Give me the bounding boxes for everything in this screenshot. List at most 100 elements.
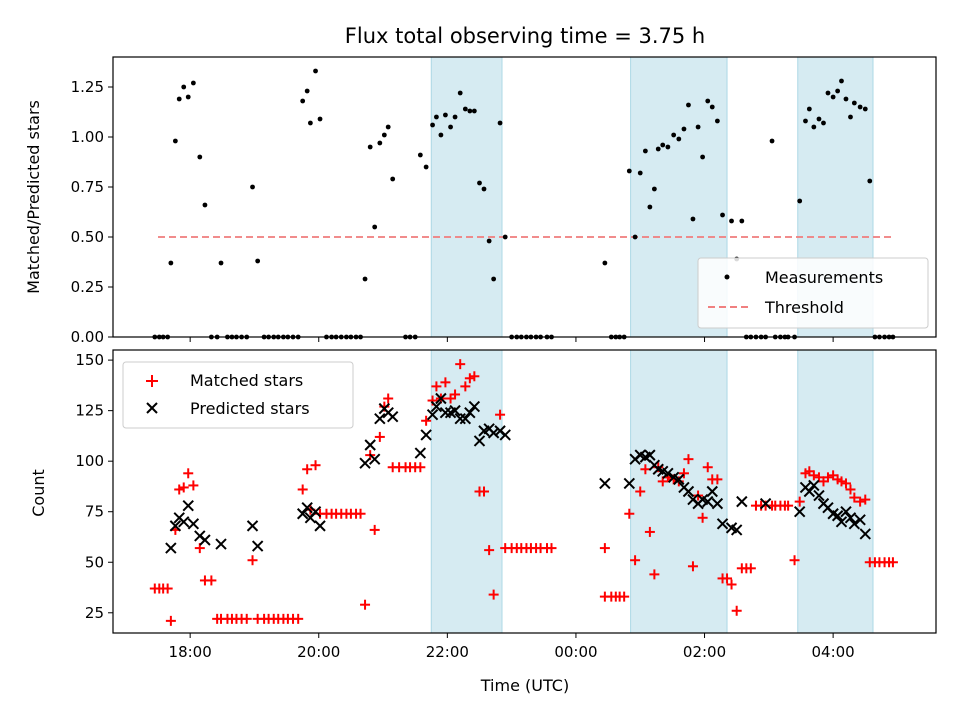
shaded-intervals-bottom — [430, 349, 874, 634]
measurement-point — [843, 96, 849, 102]
measurement-point — [372, 224, 378, 230]
matched-star-point — [469, 371, 480, 382]
measurement-point — [377, 140, 383, 146]
matched-star-point — [822, 472, 833, 483]
x-tick-label: 02:00 — [683, 643, 726, 661]
matched-star-point — [188, 480, 199, 491]
measurement-point — [300, 98, 306, 104]
matched-star-point — [495, 409, 506, 420]
measurement-point — [851, 100, 857, 106]
measurement-point — [637, 170, 643, 176]
matched-star-point — [302, 464, 313, 475]
matched-star-point — [297, 484, 308, 495]
measurement-point — [714, 118, 720, 124]
matched-star-point — [697, 512, 708, 523]
predicted-star-point — [854, 514, 866, 526]
measurement-point — [709, 104, 715, 110]
predicted-star-point — [716, 518, 729, 530]
measurement-point — [255, 258, 261, 264]
predicted-star-point — [468, 400, 481, 413]
matched-star-point — [310, 460, 321, 471]
measurement-point — [626, 168, 632, 174]
top-y-axis: 0.00 0.25 0.50 0.75 1.00 1.25 — [71, 78, 113, 346]
measurement-point — [681, 126, 687, 132]
measurement-point — [172, 138, 178, 144]
y-tick-label: 0.75 — [71, 178, 104, 196]
top-legend: Measurements Threshold — [697, 257, 929, 329]
matched-star-point — [488, 589, 499, 600]
measurement-point — [197, 154, 203, 160]
matched-star-point — [745, 563, 756, 574]
measurement-point — [676, 136, 682, 142]
y-tick-label: 0.50 — [71, 228, 104, 246]
observing-interval — [430, 349, 503, 634]
predicted-star-point — [449, 404, 461, 417]
measurement-point — [660, 142, 666, 148]
measurement-point — [497, 120, 503, 126]
matched-star-point — [421, 415, 432, 426]
legend-predicted-label: Predicted stars — [190, 399, 310, 418]
matched-star-point — [464, 373, 475, 384]
predicted-star-point — [487, 427, 500, 439]
predicted-star-point — [711, 497, 724, 510]
measurement-point — [690, 216, 696, 222]
predicted-star-point — [215, 538, 227, 550]
predicted-star-point — [736, 495, 748, 508]
measurement-point — [462, 106, 468, 112]
matched-star-point — [450, 389, 461, 400]
matched-star-point — [649, 569, 660, 580]
predicted-star-point — [178, 516, 190, 528]
measurement-point — [452, 114, 458, 120]
measurement-point — [385, 124, 391, 130]
predicted-star-point — [182, 499, 194, 512]
measurement-point — [686, 102, 691, 108]
predicted-star-point — [793, 506, 806, 518]
matched-star-point — [174, 484, 185, 495]
y-tick-label: 25 — [85, 604, 104, 622]
measurement-point — [181, 84, 187, 90]
measurement-point — [602, 260, 608, 266]
measurement-point — [839, 78, 844, 84]
measurement-point — [671, 132, 677, 138]
matched-star-point — [546, 543, 557, 554]
matched-star-point — [241, 613, 252, 624]
matched-star-point — [702, 462, 713, 473]
measurement-point — [806, 106, 812, 112]
predicted-star-point — [251, 540, 264, 552]
matched-star-point — [484, 545, 495, 556]
matched-star-point — [860, 494, 871, 505]
predicted-star-point — [702, 495, 714, 508]
predicted-star-point — [644, 449, 656, 461]
measurement-point — [250, 184, 255, 190]
measurement-point — [486, 238, 492, 244]
measurement-point — [647, 204, 653, 210]
measurement-point — [423, 164, 429, 170]
matched-star-point — [794, 496, 805, 507]
y-tick-label: 1.25 — [71, 78, 104, 96]
predicted-star-point — [439, 406, 452, 419]
measurement-point — [313, 68, 318, 74]
predicted-star-point — [803, 485, 816, 498]
observing-interval — [430, 56, 503, 338]
matched-star-point — [360, 599, 371, 610]
predicted-star-point — [386, 411, 399, 423]
measurement-point — [655, 146, 661, 152]
measurement-point — [700, 154, 706, 160]
matched-star-point — [836, 476, 847, 487]
measurement-point — [438, 132, 444, 138]
predicted-star-point — [364, 439, 376, 451]
matched-star-point — [687, 561, 698, 572]
measurement-point — [467, 108, 473, 114]
matched-star-point — [355, 508, 366, 519]
top-y-axis-label: Matched/Predicted stars — [24, 100, 43, 294]
matched-star-point — [783, 500, 794, 511]
predicted-star-point — [296, 508, 309, 520]
bottom-axes-frame — [112, 349, 937, 634]
measurement-point — [803, 118, 808, 124]
matched-star-point — [619, 591, 630, 602]
bottom-y-axis-label: Count — [29, 469, 48, 517]
predicted-star-point — [464, 406, 476, 419]
measurement-point — [821, 120, 826, 126]
measurement-point — [218, 260, 224, 266]
